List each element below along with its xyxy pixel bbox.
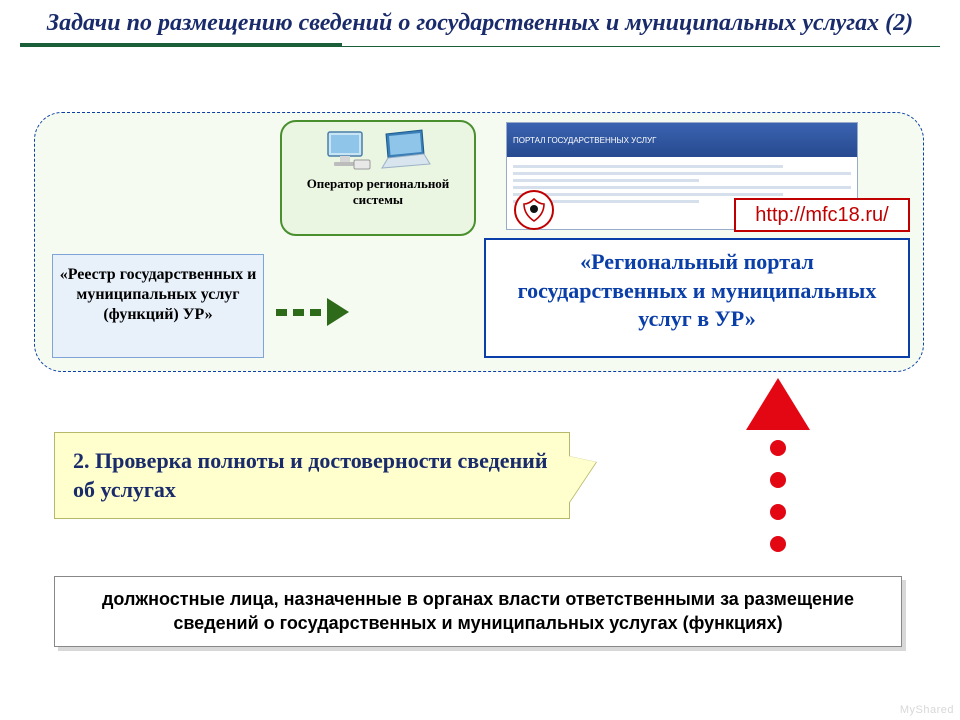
title-underline <box>20 43 940 47</box>
browser-header-text: ПОРТАЛ ГОСУДАРСТВЕННЫХ УСЛУГ <box>513 136 656 145</box>
callout-tail <box>568 456 596 504</box>
url-box: http://mfc18.ru/ <box>734 198 910 232</box>
browser-header: ПОРТАЛ ГОСУДАРСТВЕННЫХ УСЛУГ <box>507 123 857 157</box>
red-dot <box>770 440 786 456</box>
desktop-icon <box>324 128 372 172</box>
red-triangle-arrowhead <box>746 378 810 430</box>
dashed-arrow <box>276 298 349 326</box>
red-dot <box>770 536 786 552</box>
reestr-box: «Реестр государственных и муниципальных … <box>52 254 264 358</box>
bottom-box: должностные лица, назначенные в органах … <box>54 576 902 647</box>
red-dot <box>770 472 786 488</box>
emblem-icon <box>514 190 554 230</box>
red-dot <box>770 504 786 520</box>
operator-box: Оператор региональной системы <box>280 120 476 236</box>
laptop-icon <box>378 128 432 172</box>
computers-icon-group <box>286 128 470 172</box>
portal-box: «Региональный портал государственных и м… <box>484 238 910 358</box>
callout-box: 2. Проверка полноты и достоверности свед… <box>54 432 570 519</box>
watermark: MyShared <box>900 704 954 716</box>
page-title: Задачи по размещению сведений о государс… <box>0 0 960 43</box>
operator-label: Оператор региональной системы <box>286 176 470 207</box>
